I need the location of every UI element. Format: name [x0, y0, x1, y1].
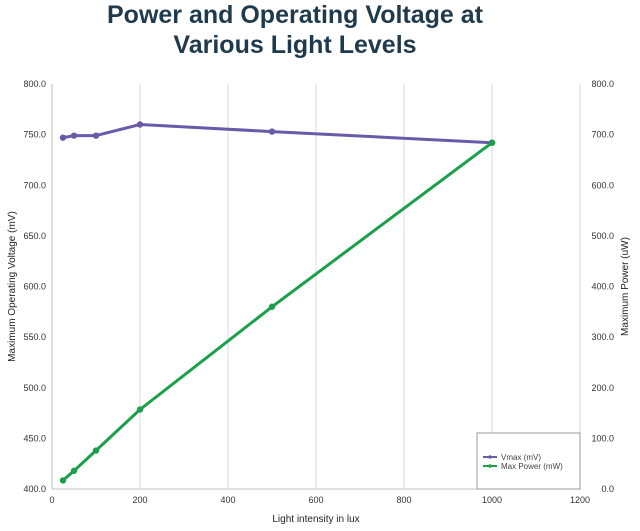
series-0-point	[268, 128, 276, 135]
series-1-point	[268, 303, 276, 310]
y-left-tick-label: 800.0	[23, 79, 46, 89]
y-left-tick-label: 600.0	[23, 282, 46, 292]
series-0-point	[70, 132, 78, 139]
legend-entry-1: Max Power (mW)	[501, 462, 563, 471]
chart-title-line-1: Power and Operating Voltage at	[107, 1, 483, 29]
series-1-point	[488, 139, 496, 146]
x-tick-label: 400	[220, 495, 235, 505]
series-0-point	[59, 134, 67, 141]
series-layer	[59, 121, 496, 484]
series-line-0	[62, 123, 493, 145]
y-left-tick-label: 700.0	[23, 180, 46, 190]
y-right-tick-label: 700.0	[591, 130, 614, 140]
x-tick-label: 800	[396, 495, 411, 505]
y-left-tick-label: 650.0	[23, 231, 46, 241]
y-left-tick-label: 450.0	[23, 433, 46, 443]
series-0-point	[92, 132, 100, 139]
axes-layer: 0 200 400 600 800 1000 1200 400.0 450.0 500.0 550.…	[7, 79, 631, 525]
legend: Vmax (mV)Max Power (mW)	[476, 432, 581, 490]
legend-marker-1	[488, 464, 492, 468]
y-right-tick-label: 0.0	[601, 484, 614, 494]
x-tick-label: 0	[49, 495, 54, 505]
series-1-point	[92, 447, 100, 454]
x-tick-label: 1000	[482, 495, 502, 505]
chart-title: Power and Operating Voltage at Various L…	[0, 0, 590, 60]
y-right-axis-label: Maximum Power (uW)	[620, 237, 631, 336]
series-0-point	[136, 121, 144, 128]
series-1-point	[70, 467, 78, 474]
y-right-tick-label: 300.0	[591, 332, 614, 342]
y-left-axis-label: Maximum Operating Voltage (mV)	[7, 211, 18, 362]
y-right-tick-label: 200.0	[591, 383, 614, 393]
y-right-tick-label: 100.0	[591, 433, 614, 443]
legend-box	[476, 432, 581, 490]
y-right-tick-label: 800.0	[591, 79, 614, 89]
y-left-tick-label: 550.0	[23, 332, 46, 342]
y-left-tick-label: 750.0	[23, 130, 46, 140]
grid-layer	[139, 84, 581, 489]
y-right-tick-label: 400.0	[591, 282, 614, 292]
y-right-tick-label: 600.0	[591, 180, 614, 190]
y-left-tick-label: 400.0	[23, 484, 46, 494]
x-axis-label: Light intensity in lux	[272, 514, 359, 525]
chart-title-line-2: Various Light Levels	[173, 31, 417, 59]
x-tick-label: 600	[308, 495, 323, 505]
x-tick-label: 200	[132, 495, 147, 505]
y-left-tick-label: 500.0	[23, 383, 46, 393]
series-1-point	[59, 477, 67, 484]
series-1-point	[136, 406, 144, 413]
legend-entry-0: Vmax (mV)	[501, 453, 541, 462]
legend-marker-0	[488, 455, 492, 459]
series-line-1	[62, 141, 493, 482]
x-tick-label: 1200	[570, 495, 590, 505]
y-right-tick-label: 500.0	[591, 231, 614, 241]
